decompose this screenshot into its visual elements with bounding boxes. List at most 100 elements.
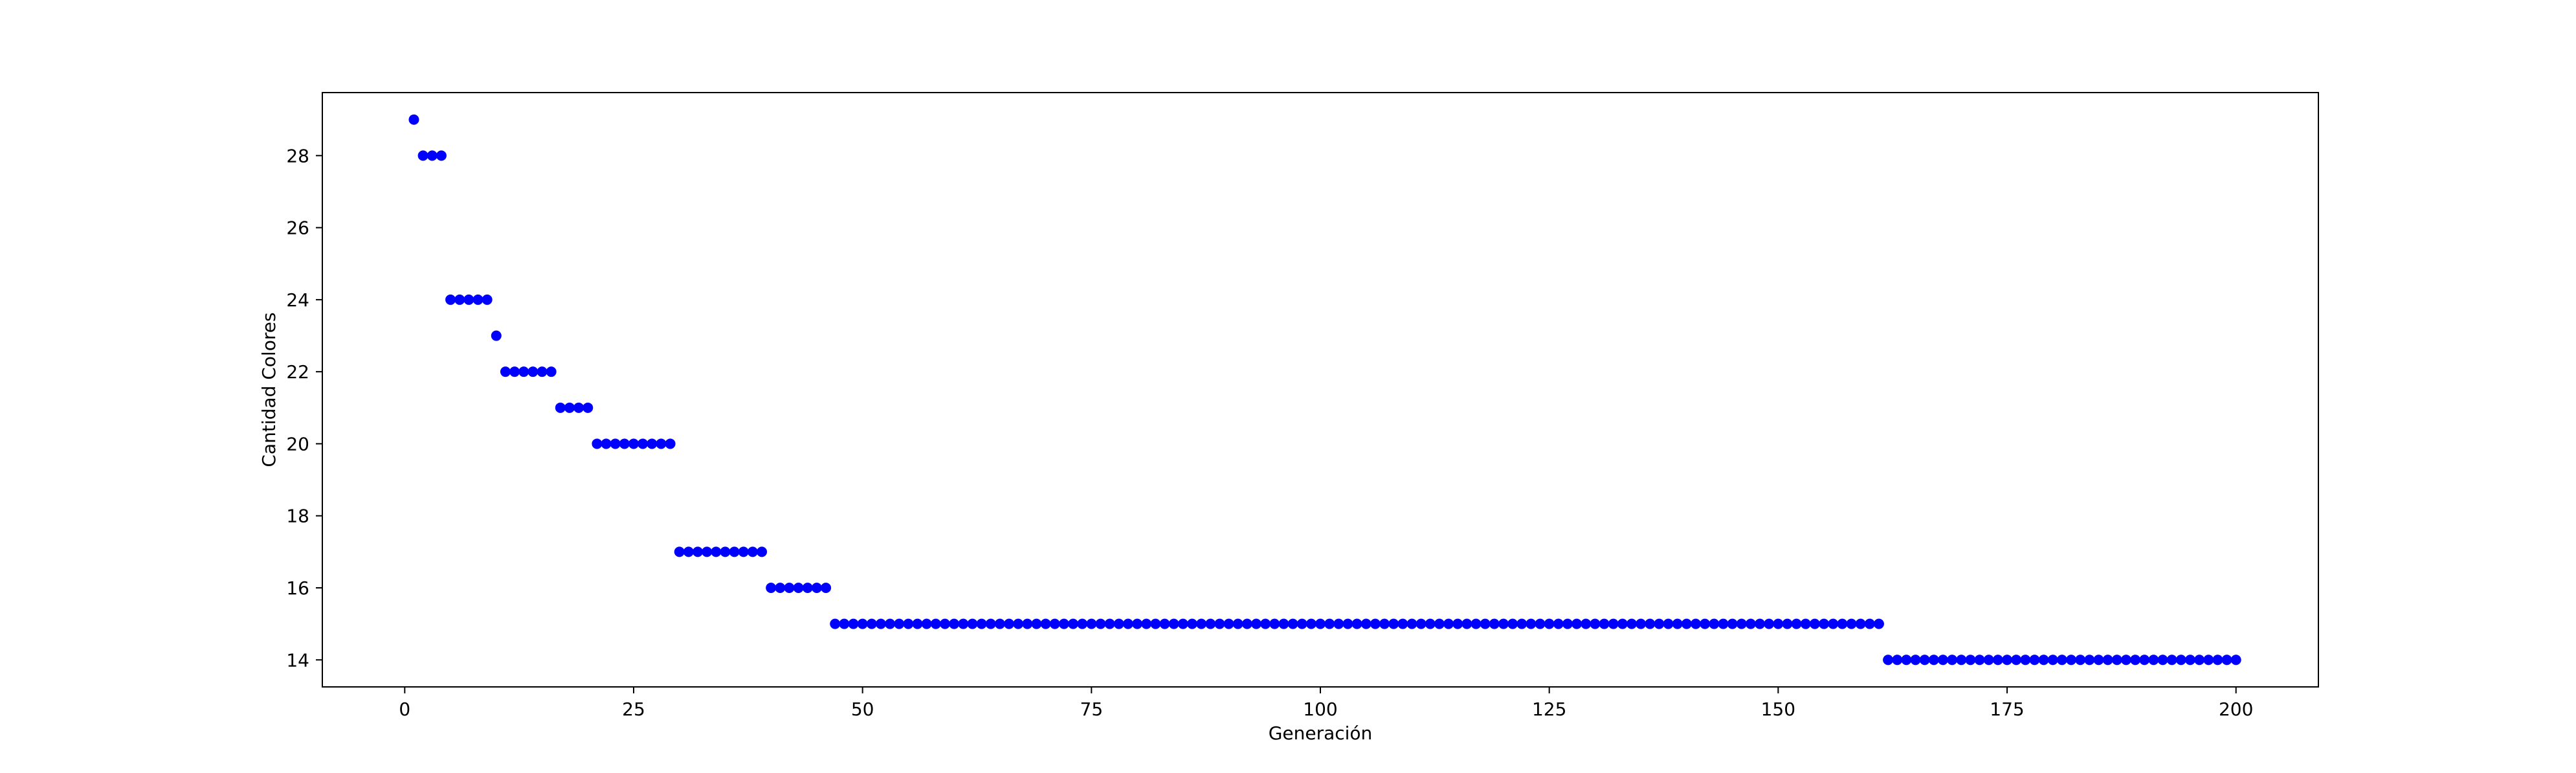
data-point — [1269, 618, 1280, 629]
data-point — [1837, 618, 1848, 629]
data-point — [1910, 655, 1921, 666]
data-point — [802, 583, 813, 593]
data-point — [2047, 655, 2058, 666]
data-point — [1965, 655, 1976, 666]
data-point — [665, 438, 676, 449]
data-point — [482, 294, 493, 305]
data-point — [2038, 655, 2049, 666]
data-point — [564, 402, 575, 413]
data-point — [1150, 618, 1161, 629]
data-point — [830, 618, 841, 629]
data-point — [994, 618, 1005, 629]
data-point — [601, 438, 612, 449]
data-point — [2029, 655, 2040, 666]
data-point — [1058, 618, 1069, 629]
data-point — [573, 402, 584, 413]
data-point — [1370, 618, 1381, 629]
data-point — [1919, 655, 1930, 666]
y-tick-label: 26 — [286, 218, 309, 239]
data-point — [1764, 618, 1775, 629]
data-point — [1691, 618, 1702, 629]
data-point — [1278, 618, 1289, 629]
data-point — [976, 618, 987, 629]
data-point — [912, 618, 923, 629]
data-point — [647, 438, 658, 449]
data-point — [1718, 618, 1729, 629]
data-point — [738, 546, 749, 557]
data-point — [821, 583, 832, 593]
data-point — [1544, 618, 1555, 629]
data-point — [1342, 618, 1353, 629]
data-point — [1654, 618, 1665, 629]
data-point — [1177, 618, 1188, 629]
data-point — [766, 583, 777, 593]
data-point — [583, 402, 594, 413]
data-point — [1315, 618, 1326, 629]
data-point — [1241, 618, 1252, 629]
data-point — [1425, 618, 1436, 629]
data-point — [811, 583, 822, 593]
data-point — [2166, 655, 2177, 666]
x-tick-label: 175 — [1990, 699, 2024, 720]
data-point — [1416, 618, 1427, 629]
data-point — [747, 546, 758, 557]
data-point — [1636, 618, 1647, 629]
data-point — [509, 366, 520, 377]
data-point — [1873, 618, 1884, 629]
data-point — [2066, 655, 2077, 666]
data-point — [2194, 655, 2205, 666]
data-point — [1040, 618, 1051, 629]
data-point — [894, 618, 905, 629]
data-point — [757, 546, 768, 557]
data-point — [619, 438, 630, 449]
data-point — [1287, 618, 1298, 629]
data-point — [1983, 655, 1994, 666]
data-point — [1471, 618, 1482, 629]
y-axis-label: Cantidad Colores — [258, 312, 280, 467]
data-point — [1855, 618, 1866, 629]
data-point — [638, 438, 649, 449]
data-point — [1379, 618, 1390, 629]
data-point — [527, 366, 539, 377]
data-point — [592, 438, 603, 449]
data-point — [693, 546, 704, 557]
data-point — [2102, 655, 2113, 666]
data-point — [1141, 618, 1152, 629]
data-point — [1773, 618, 1784, 629]
data-point — [1901, 655, 1912, 666]
data-point — [2020, 655, 2031, 666]
data-point — [985, 618, 996, 629]
data-point — [2011, 655, 2022, 666]
data-point — [1992, 655, 2003, 666]
y-tick-label: 28 — [286, 145, 309, 166]
data-point — [903, 618, 914, 629]
x-tick-label: 150 — [1761, 699, 1795, 720]
data-points — [408, 114, 2241, 666]
data-point — [1360, 618, 1371, 629]
data-point — [793, 583, 804, 593]
data-point — [1205, 618, 1216, 629]
data-point — [2056, 655, 2067, 666]
data-point — [1260, 618, 1271, 629]
y-tick-label: 18 — [286, 506, 309, 527]
data-point — [1031, 618, 1042, 629]
data-point — [1296, 618, 1307, 629]
data-point — [1132, 618, 1143, 629]
data-point — [1562, 618, 1573, 629]
data-point — [1049, 618, 1060, 629]
data-point — [546, 366, 557, 377]
data-point — [1489, 618, 1500, 629]
data-point — [839, 618, 850, 629]
data-point — [921, 618, 932, 629]
x-tick-label: 50 — [851, 699, 874, 720]
data-point — [518, 366, 529, 377]
data-point — [1590, 618, 1601, 629]
data-point — [1617, 618, 1628, 629]
data-point — [454, 294, 465, 305]
data-point — [628, 438, 639, 449]
data-point — [1736, 618, 1747, 629]
data-point — [1608, 618, 1619, 629]
data-point — [1745, 618, 1756, 629]
x-tick-label: 75 — [1080, 699, 1104, 720]
